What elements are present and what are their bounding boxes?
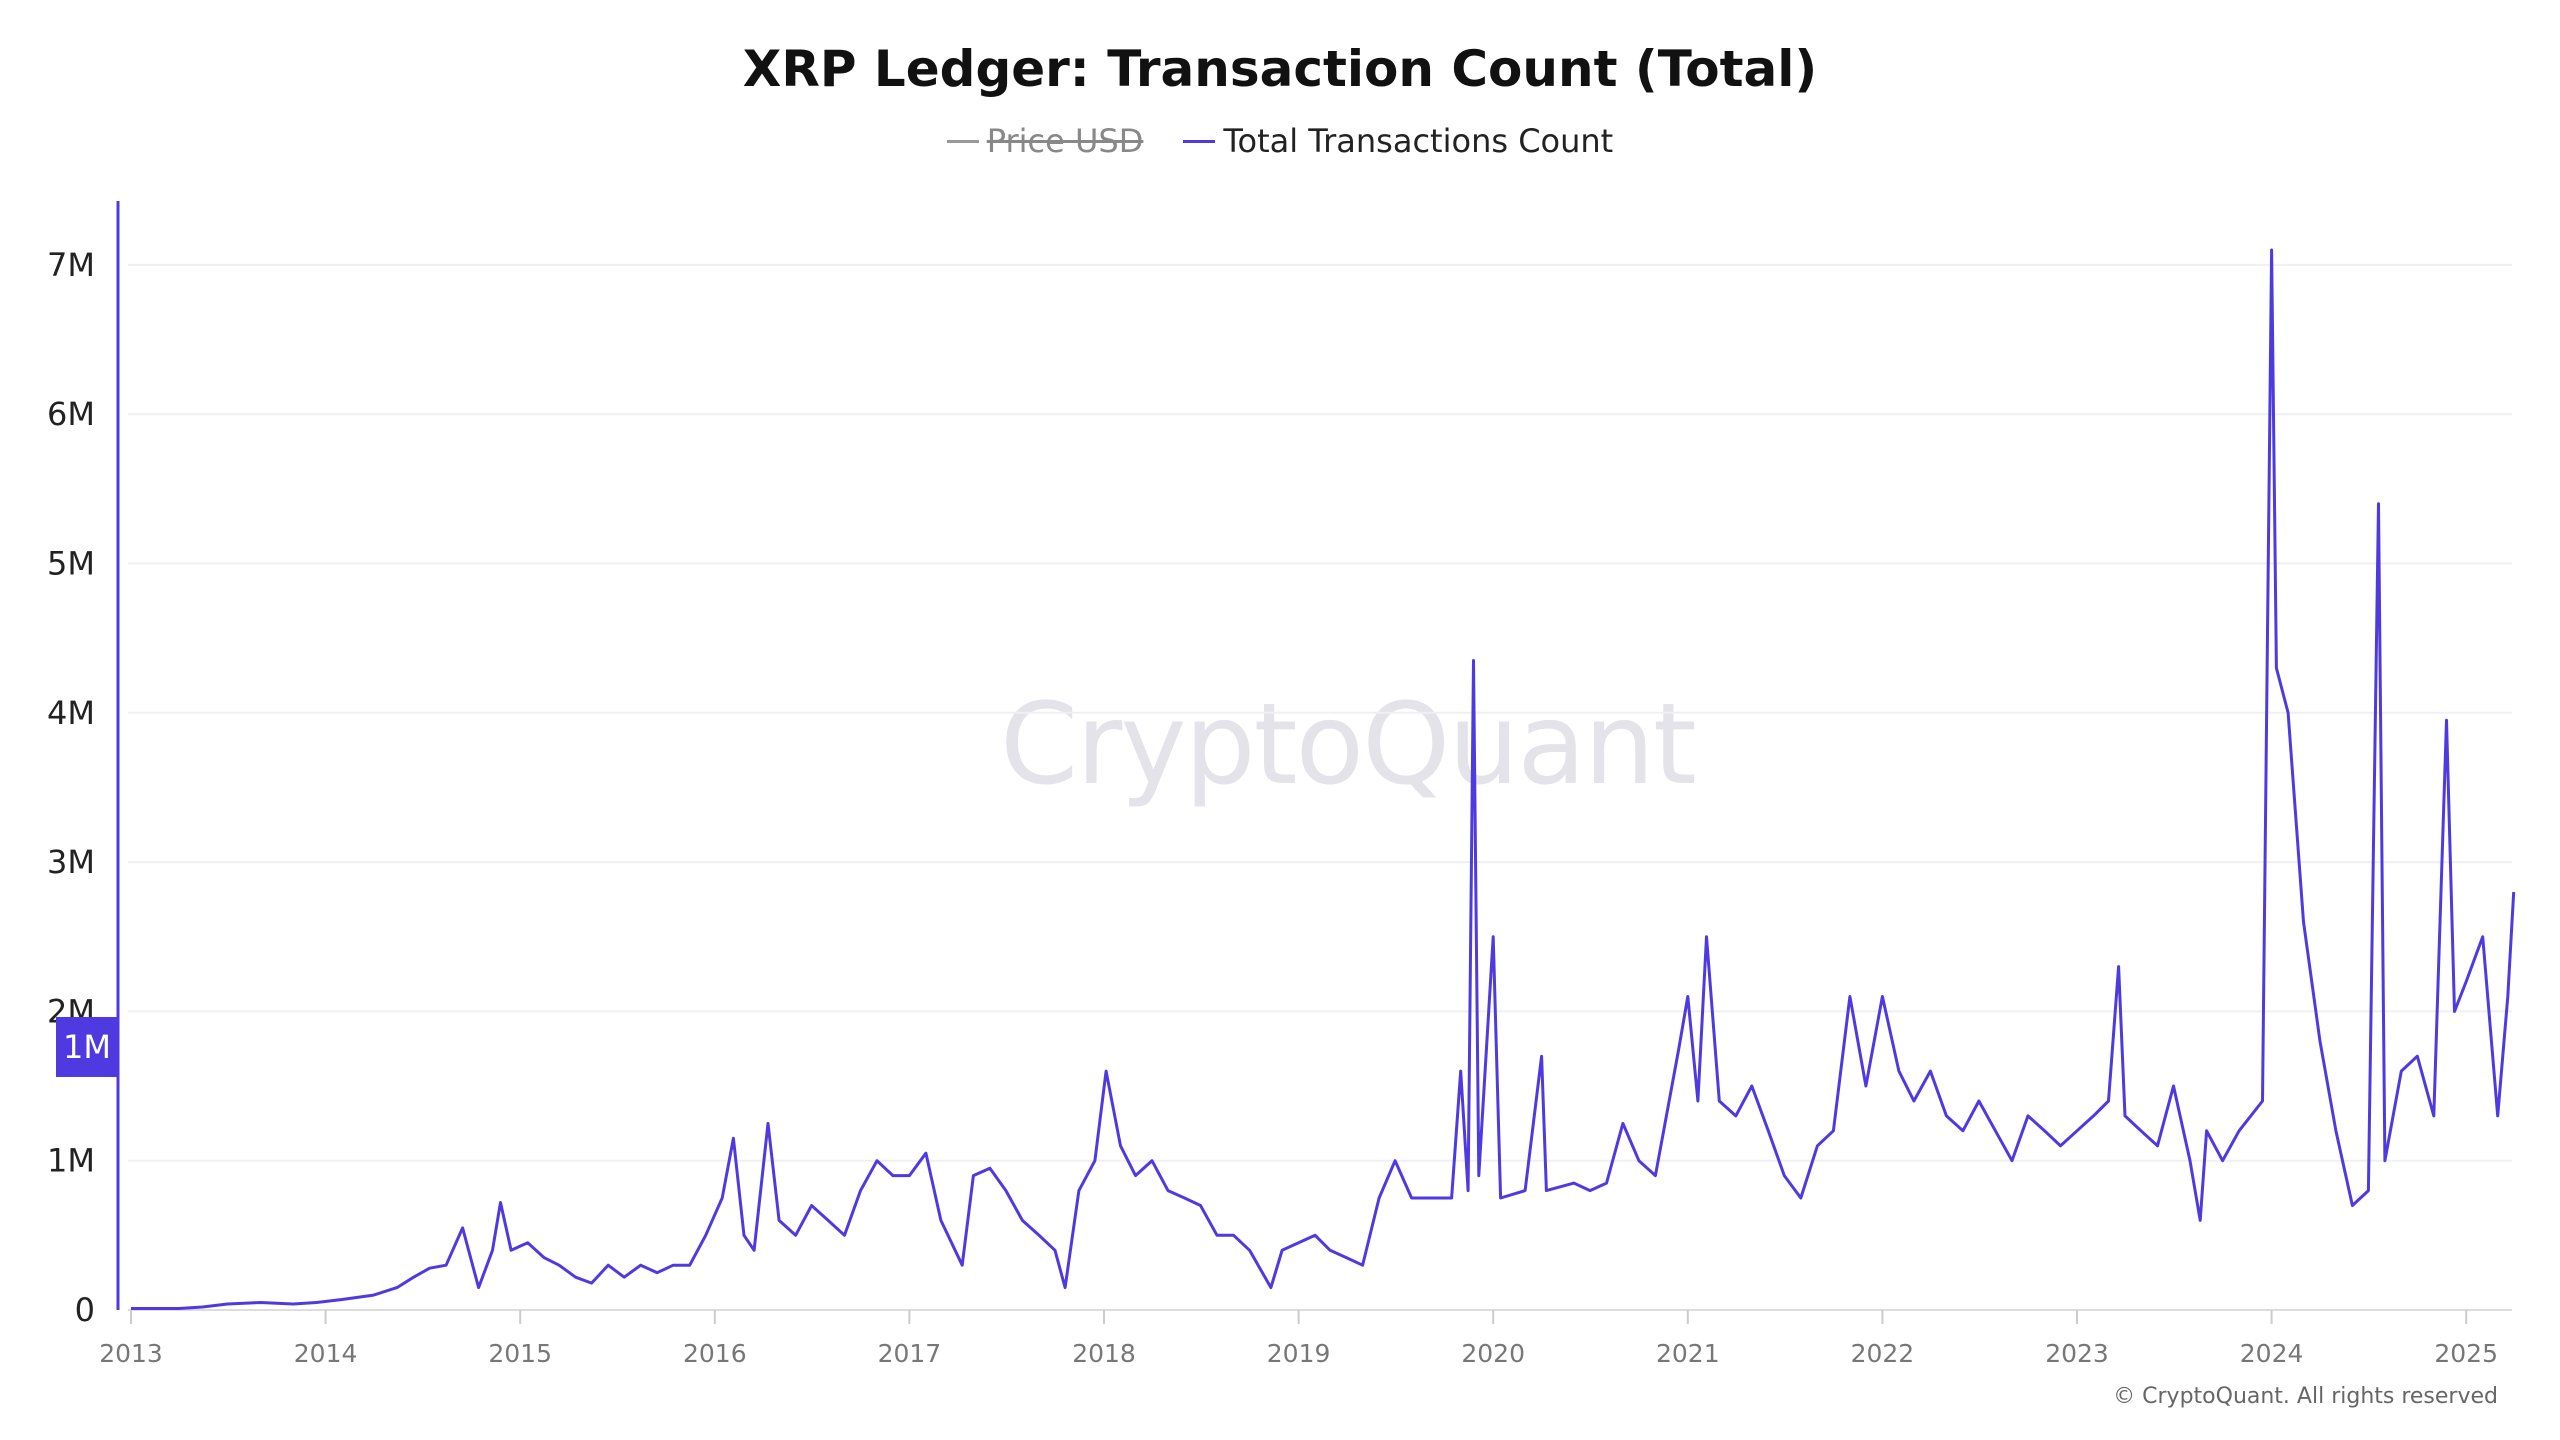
x-tick-label: 2019 <box>1267 1339 1331 1368</box>
x-tick-label: 2020 <box>1461 1339 1525 1368</box>
y-tick-label: 6M <box>47 395 95 433</box>
x-tick-label: 2021 <box>1656 1339 1720 1368</box>
series-line-total-transactions[interactable] <box>131 248 2516 1310</box>
legend-item-total-transactions[interactable]: Total Transactions Count <box>1183 122 1613 160</box>
watermark-logo: CryptoQuant <box>1000 680 1697 810</box>
x-tick-label: 2023 <box>2045 1339 2109 1368</box>
legend-label: Price USD <box>986 122 1144 160</box>
legend-label: Total Transactions Count <box>1223 122 1614 160</box>
x-tick-label: 2024 <box>2240 1339 2304 1368</box>
chart-title: XRP Ledger: Transaction Count (Total) <box>742 40 1818 98</box>
y-tick-label: 0 <box>75 1291 95 1329</box>
copyright: © CryptoQuant. All rights reserved <box>2113 1384 2498 1409</box>
x-tick-label: 2017 <box>878 1339 942 1368</box>
legend-item-price-usd[interactable]: Price USD <box>946 122 1144 160</box>
x-tick-label: 2013 <box>99 1339 163 1368</box>
x-tick-label: 2022 <box>1851 1339 1915 1368</box>
y-tick-label: 1M <box>47 1142 95 1180</box>
legend-swatch <box>1183 139 1216 143</box>
x-tick-label: 2018 <box>1072 1339 1136 1368</box>
x-tick-label: 2025 <box>2434 1339 2498 1368</box>
y-tick-label: 7M <box>47 246 95 284</box>
y-tick-label: 3M <box>47 843 95 881</box>
legend-swatch <box>946 139 979 143</box>
y-tick-label: 5M <box>47 545 95 583</box>
x-tick-label: 2016 <box>683 1339 747 1368</box>
x-tick-label: 2014 <box>294 1339 358 1368</box>
crosshair-y-label: 1M <box>56 1017 118 1077</box>
x-tick-label: 2015 <box>488 1339 552 1368</box>
legend: Price USD Total Transactions Count <box>0 122 2560 160</box>
y-tick-label: 4M <box>47 694 95 732</box>
